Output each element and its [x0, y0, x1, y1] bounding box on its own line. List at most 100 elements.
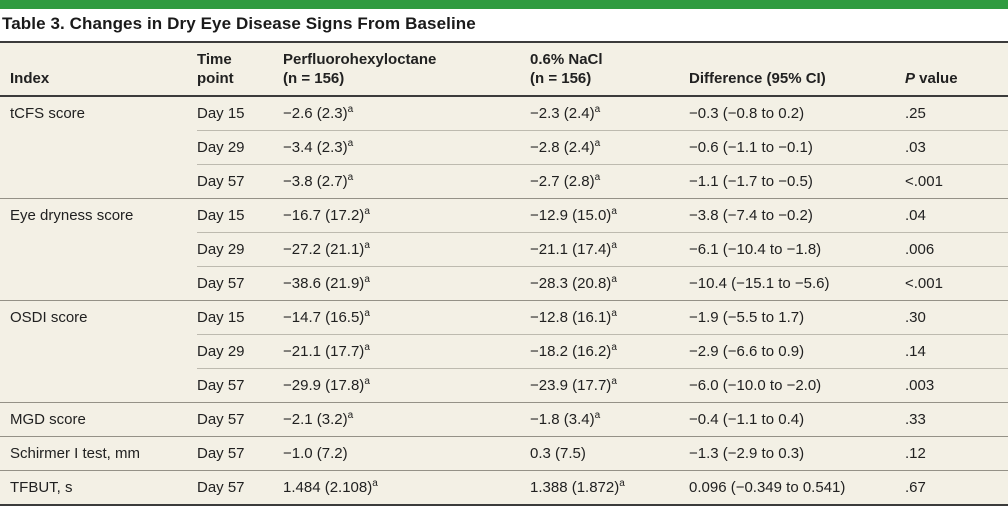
table-row: tCFS score Day 15 −2.6 (2.3)a −2.3 (2.4)… — [0, 96, 1008, 131]
header-label: Difference (95% CI) — [689, 70, 826, 87]
table-accent-bar — [0, 0, 1008, 9]
time-point-cell: Day 57 — [197, 436, 283, 471]
nacl-value-cell: −28.3 (20.8)a — [530, 266, 689, 301]
time-point-cell: Day 29 — [197, 130, 283, 165]
footnote-marker: a — [364, 341, 370, 353]
table-row: Day 57 −29.9 (17.8)a −23.9 (17.7)a −6.0 … — [0, 368, 1008, 403]
footnote-marker: a — [611, 273, 617, 285]
table-row: Day 29 −21.1 (17.7)a −18.2 (16.2)a −2.9 … — [0, 334, 1008, 369]
header-label: P value — [905, 69, 1004, 88]
table-row: Day 29 −27.2 (21.1)a −21.1 (17.4)a −6.1 … — [0, 232, 1008, 267]
difference-cell: −1.3 (−2.9 to 0.3) — [689, 436, 905, 471]
time-point-cell: Day 57 — [197, 164, 283, 199]
footnote-marker: a — [347, 137, 354, 149]
difference-cell: −1.1 (−1.7 to −0.5) — [689, 164, 905, 199]
footnote-marker: a — [594, 409, 601, 421]
time-point-cell: Day 29 — [197, 232, 283, 267]
p-value-cell: .03 — [905, 130, 1008, 165]
footnote-marker: a — [594, 171, 601, 183]
footnote-marker: a — [364, 273, 370, 285]
time-point-cell: Day 15 — [197, 300, 283, 335]
p-value-cell: .30 — [905, 300, 1008, 335]
time-point-cell: Day 57 — [197, 402, 283, 437]
footnote-marker: a — [364, 307, 370, 319]
index-label: MGD score — [10, 410, 86, 428]
index-cell — [0, 335, 197, 369]
column-header-time-point: Time point — [197, 42, 283, 97]
perfluorohexyloctane-value-cell: −1.0 (7.2) — [283, 436, 530, 471]
p-value-cell: .12 — [905, 436, 1008, 471]
nacl-value-cell: −23.9 (17.7)a — [530, 368, 689, 403]
nacl-value-cell: −1.8 (3.4)a — [530, 402, 689, 437]
footnote-marker: a — [372, 477, 378, 489]
header-label: (n = 156) — [530, 70, 592, 87]
p-value-cell: .67 — [905, 470, 1008, 506]
p-value-label: value — [915, 70, 958, 87]
perfluorohexyloctane-value-cell: −16.7 (17.2)a — [283, 198, 530, 233]
table-row: Day 57 −38.6 (21.9)a −28.3 (20.8)a −10.4… — [0, 266, 1008, 301]
nacl-value-cell: −2.3 (2.4)a — [530, 103, 601, 122]
time-point-cell: Day 57 — [197, 368, 283, 403]
index-cell: TFBUT, s — [0, 470, 197, 506]
footnote-marker: a — [619, 477, 625, 489]
index-cell — [0, 131, 197, 165]
p-italic-label: P — [905, 70, 916, 87]
index-cell — [0, 267, 197, 301]
perfluorohexyloctane-value-cell: 1.484 (2.108)a — [283, 470, 530, 506]
table-row: Schirmer I test, mm Day 57 −1.0 (7.2) 0.… — [0, 436, 1008, 471]
difference-cell: −0.4 (−1.1 to 0.4) — [689, 402, 905, 437]
column-header-index: Index — [0, 42, 197, 97]
table-row: Day 29 −3.4 (2.3)a −2.8 (2.4)a −0.6 (−1.… — [0, 130, 1008, 165]
difference-cell: −0.3 (−0.8 to 0.2) — [689, 104, 805, 122]
page: Table 3. Changes in Dry Eye Disease Sign… — [0, 0, 1008, 506]
p-value-cell: .25 — [905, 104, 926, 122]
index-cell — [0, 369, 197, 403]
perfluorohexyloctane-value-cell: −3.4 (2.3)a — [283, 130, 530, 165]
table-row: OSDI score Day 15 −14.7 (16.5)a −12.8 (1… — [0, 300, 1008, 335]
column-header-difference: Difference (95% CI) — [689, 42, 905, 97]
footnote-marker: a — [347, 171, 354, 183]
footnote-marker: a — [347, 409, 354, 421]
nacl-value-cell: −2.7 (2.8)a — [530, 164, 689, 199]
nacl-value-cell: 0.3 (7.5) — [530, 436, 689, 471]
header-label: 0.6% NaCl — [530, 51, 603, 68]
table-title: Table 3. Changes in Dry Eye Disease Sign… — [2, 14, 476, 33]
difference-cell: −3.8 (−7.4 to −0.2) — [689, 198, 905, 233]
footnote-marker: a — [594, 137, 601, 149]
perfluorohexyloctane-value-cell: −21.1 (17.7)a — [283, 334, 530, 369]
perfluorohexyloctane-value-cell: −2.6 (2.3)a — [283, 103, 354, 122]
footnote-marker: a — [347, 103, 354, 115]
nacl-value-cell: −2.8 (2.4)a — [530, 130, 689, 165]
difference-cell: −2.9 (−6.6 to 0.9) — [689, 334, 905, 369]
index-label: OSDI score — [10, 308, 88, 326]
time-point-cell: Day 15 — [197, 104, 245, 122]
table-row: TFBUT, s Day 57 1.484 (2.108)a 1.388 (1.… — [0, 470, 1008, 506]
p-value-cell: .006 — [905, 232, 1008, 267]
difference-cell: −6.0 (−10.0 to −2.0) — [689, 368, 905, 403]
p-value-cell: .33 — [905, 402, 1008, 437]
difference-cell: 0.096 (−0.349 to 0.541) — [689, 470, 905, 506]
perfluorohexyloctane-value-cell: −27.2 (21.1)a — [283, 232, 530, 267]
header-label: point — [197, 70, 234, 87]
footnote-marker: a — [364, 375, 370, 387]
perfluorohexyloctane-value-cell: −29.9 (17.8)a — [283, 368, 530, 403]
p-value-cell: <.001 — [905, 164, 1008, 199]
index-label: tCFS score — [10, 104, 86, 122]
footnote-marker: a — [611, 341, 617, 353]
p-value-cell: .14 — [905, 334, 1008, 369]
nacl-value-cell: −18.2 (16.2)a — [530, 334, 689, 369]
footnote-marker: a — [611, 239, 617, 251]
perfluorohexyloctane-value-cell: −3.8 (2.7)a — [283, 164, 530, 199]
header-label: (n = 156) — [283, 70, 345, 87]
header-label: Perfluorohexyloctane — [283, 51, 437, 68]
table-row: Eye dryness score Day 15 −16.7 (17.2)a −… — [0, 198, 1008, 233]
difference-cell: −10.4 (−15.1 to −5.6) — [689, 266, 905, 301]
index-cell — [0, 165, 197, 199]
dry-eye-signs-table: Index Time point Perfluorohexyloctane (n… — [0, 41, 1008, 506]
index-cell — [0, 233, 197, 267]
difference-cell: −1.9 (−5.5 to 1.7) — [689, 300, 905, 335]
column-header-nacl: 0.6% NaCl (n = 156) — [530, 42, 689, 97]
time-point-cell: Day 57 — [197, 266, 283, 301]
table-header-row: Index Time point Perfluorohexyloctane (n… — [0, 42, 1008, 97]
footnote-marker: a — [364, 239, 370, 251]
